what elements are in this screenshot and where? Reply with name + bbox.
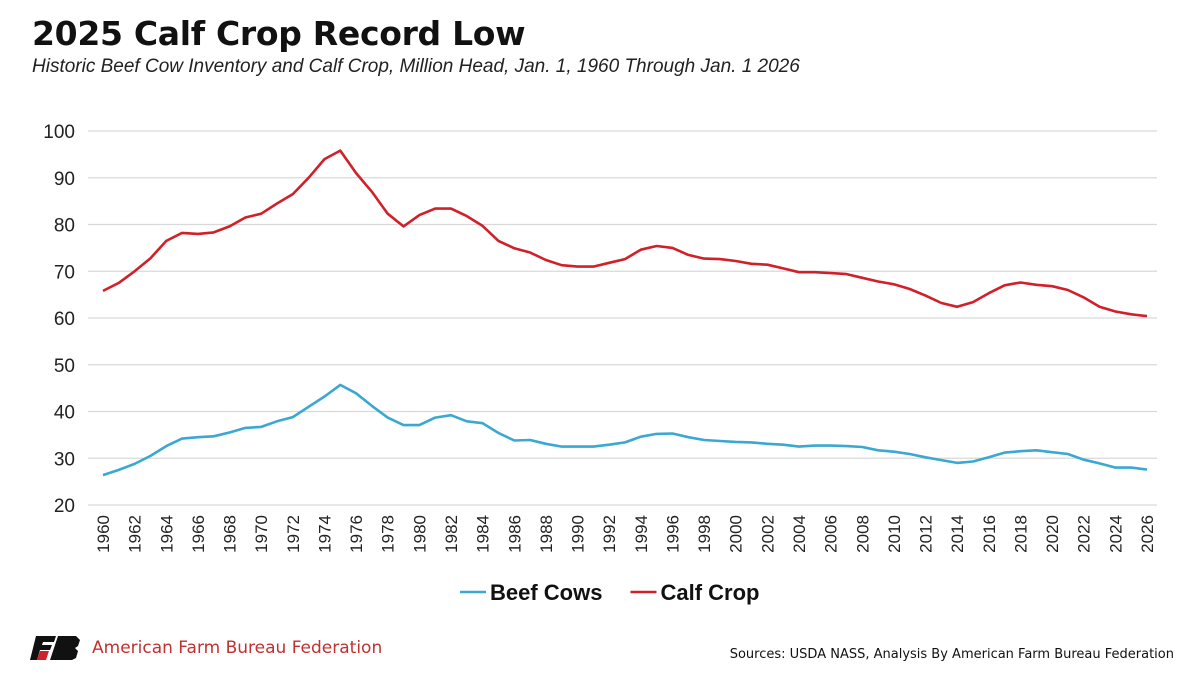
x-tick-label: 2010 <box>885 515 904 553</box>
y-tick-label: 60 <box>54 309 75 330</box>
fb-logo-icon <box>30 636 80 660</box>
x-tick-label: 1980 <box>410 515 429 553</box>
x-tick-label: 2004 <box>790 515 809 553</box>
x-tick-label: 1978 <box>379 515 398 553</box>
x-tick-label: 2018 <box>1011 515 1030 553</box>
y-tick-label: 80 <box>54 216 75 237</box>
y-tick-label: 90 <box>54 169 75 190</box>
x-tick-label: 1994 <box>632 515 651 553</box>
y-tick-label: 40 <box>54 403 75 424</box>
x-tick-label: 2012 <box>917 515 936 553</box>
x-tick-label: 1966 <box>189 515 208 553</box>
x-tick-label: 1996 <box>663 515 682 553</box>
series-line-calf-crop <box>102 149 1148 318</box>
organization-name: American Farm Bureau Federation <box>92 638 383 658</box>
x-tick-label: 2008 <box>853 515 872 553</box>
x-tick-label: 1982 <box>442 515 461 553</box>
afbf-logo: American Farm Bureau Federation <box>30 636 382 660</box>
chart-title: 2025 Calf Crop Record Low <box>32 14 526 53</box>
y-tick-label: 70 <box>54 262 75 283</box>
legend-label: Calf Crop <box>660 580 759 605</box>
x-tick-label: 1992 <box>600 515 619 553</box>
x-tick-label: 2024 <box>1106 515 1125 553</box>
series-line-beef-cows <box>102 383 1148 477</box>
x-tick-label: 1986 <box>505 515 524 553</box>
y-tick-label: 100 <box>43 122 75 143</box>
x-tick-label: 1962 <box>126 515 145 553</box>
x-tick-label: 2002 <box>758 515 777 553</box>
x-tick-label: 2020 <box>1043 515 1062 553</box>
x-tick-label: 1970 <box>252 515 271 553</box>
x-tick-label: 1964 <box>157 515 176 553</box>
x-tick-label: 2014 <box>948 515 967 553</box>
x-tick-label: 2022 <box>1075 515 1094 553</box>
x-tick-label: 2026 <box>1138 515 1157 553</box>
x-tick-label: 1976 <box>347 515 366 553</box>
sources-note: Sources: USDA NASS, Analysis By American… <box>729 647 1174 662</box>
x-tick-label: 2000 <box>727 515 746 553</box>
x-tick-label: 1968 <box>221 515 240 553</box>
x-tick-label: 1998 <box>695 515 714 553</box>
x-tick-label: 1974 <box>315 515 334 553</box>
y-tick-label: 50 <box>54 356 75 377</box>
x-tick-label: 1984 <box>474 515 493 553</box>
chart-subtitle: Historic Beef Cow Inventory and Calf Cro… <box>32 56 800 77</box>
y-tick-label: 20 <box>54 496 75 517</box>
x-tick-label: 1972 <box>284 515 303 553</box>
legend-label: Beef Cows <box>490 580 602 605</box>
x-tick-label: 2006 <box>822 515 841 553</box>
x-tick-label: 2016 <box>980 515 999 553</box>
x-tick-label: 1960 <box>94 515 113 553</box>
y-tick-label: 30 <box>54 449 75 470</box>
x-tick-label: 1990 <box>569 515 588 553</box>
x-tick-label: 1988 <box>537 515 556 553</box>
